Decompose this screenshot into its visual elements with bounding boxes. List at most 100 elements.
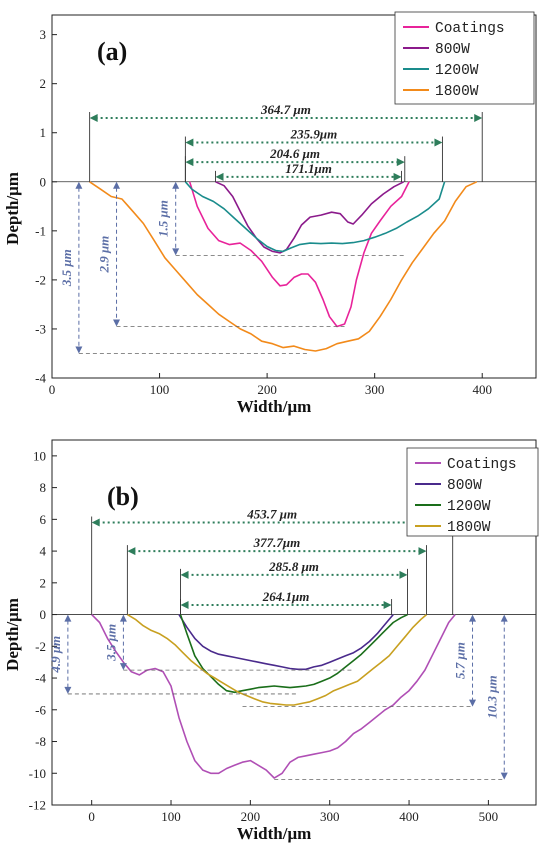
chart-0-width-arrowhead-right-2 <box>396 158 405 167</box>
chart-0-depth-arrowhead-top-0 <box>75 181 83 189</box>
chart-0-depth-arrowhead-bottom-2 <box>172 248 180 256</box>
chart-1-width-label-0: 453.7 μm <box>246 507 297 522</box>
chart-1-depth-label-1: 3.5 μm <box>103 624 118 662</box>
chart-0-y-axis-title: Depth/μm <box>3 172 22 245</box>
chart-1-depth-label-2: 5.7 μm <box>453 642 468 679</box>
chart-0-series-line-3 <box>89 181 478 352</box>
chart-1-width-arrowhead-left-1 <box>127 547 136 556</box>
chart-1-legend-label-2: 1200W <box>447 499 491 515</box>
chart-0-legend-label-2: 1200W <box>435 63 479 79</box>
chart-1-depth-arrowhead-top-2 <box>469 614 477 622</box>
chart-1-y-tick-label-10: 8 <box>40 480 47 495</box>
chart-1-y-tick-label-6: 0 <box>40 607 47 622</box>
chart-1-panel-label: (b) <box>107 482 139 511</box>
chart-0-panel: 0 100 200 300 400 -4 -3 -2 -1 0 1 2 3 Width/μm Depth/μ… <box>3 11 537 416</box>
chart-0-panel-label: (a) <box>97 37 127 66</box>
chart-1-y-tick-label-4: -4 <box>35 671 46 686</box>
chart-0-y-tick-label-2: -2 <box>35 272 46 287</box>
chart-1-depth-label-3: 10.3 μm <box>484 675 499 718</box>
chart-0-width-arrowhead-left-3 <box>215 172 224 181</box>
chart-0-width-arrowhead-right-1 <box>434 138 443 147</box>
chart-1-series-line-0 <box>91 614 456 779</box>
chart-0-width-arrowhead-right-0 <box>474 114 483 123</box>
chart-0-y-tick-label-4: 0 <box>40 174 47 189</box>
chart-1-series-line-3 <box>126 613 428 706</box>
chart-0-y-tick-label-7: 3 <box>40 27 47 42</box>
chart-0-depth-arrowhead-top-2 <box>172 181 180 189</box>
chart-1-x-tick-label-4: 400 <box>399 809 419 824</box>
chart-1-y-tick-label-5: -2 <box>35 639 46 654</box>
chart-1-depth-arrowhead-bottom-3 <box>500 772 508 780</box>
chart-0-width-arrowhead-left-0 <box>89 114 98 123</box>
chart-1-width-arrowhead-left-2 <box>180 570 189 579</box>
chart-1-series-line-1 <box>178 614 394 671</box>
chart-1-depth-arrowhead-top-0 <box>64 614 72 622</box>
chart-0-y-tick-label-3: -1 <box>35 223 46 238</box>
chart-0-width-label-1: 235.9μm <box>290 127 338 142</box>
chart-1-x-tick-label-1: 100 <box>161 809 181 824</box>
chart-1-x-axis-title: Width/μm <box>237 824 312 843</box>
chart-0-width-label-3: 171.1μm <box>285 161 332 176</box>
chart-1-width-label-1: 377.7μm <box>253 535 301 550</box>
chart-0-legend-label-0: Coatings <box>435 21 505 37</box>
chart-0-width-arrowhead-right-3 <box>393 172 402 181</box>
chart-0-depth-arrowhead-bottom-0 <box>75 346 83 354</box>
chart-1-plot-frame <box>51 439 537 806</box>
chart-0-y-tick-label-6: 2 <box>40 76 47 91</box>
chart-1-series-line-2 <box>179 613 408 694</box>
chart-1-panel: 0 100 200 300 400 500 -12 -10 -8 -6 -4 -2 0 2 4 6 8 10 Wid… <box>3 439 539 843</box>
chart-1-width-arrowhead-right-3 <box>383 601 392 610</box>
chart-1-y-tick-label-7: 2 <box>40 575 47 590</box>
chart-1-depth-label-0: 4.9 μm <box>48 636 63 674</box>
chart-0-plot-frame <box>51 14 537 379</box>
chart-1-legend-label-0: Coatings <box>447 457 517 473</box>
chart-1-depth-arrowhead-bottom-2 <box>469 699 477 707</box>
chart-1-width-arrowhead-right-1 <box>418 547 427 556</box>
chart-1-x-tick-label-5: 500 <box>479 809 499 824</box>
chart-0-legend-label-3: 1800W <box>435 84 479 100</box>
chart-0-series-line-2 <box>184 181 446 253</box>
chart-0-x-tick-label-2: 200 <box>257 382 277 397</box>
chart-1-x-tick-label-2: 200 <box>241 809 261 824</box>
chart-1-y-tick-label-0: -12 <box>29 798 46 813</box>
chart-0-width-label-2: 204.6 μm <box>269 146 320 161</box>
chart-1-depth-arrowhead-bottom-0 <box>64 686 72 694</box>
chart-0-x-axis-title: Width/μm <box>237 397 312 416</box>
chart-1-y-axis-title: Depth/μm <box>3 598 22 671</box>
chart-0-depth-arrowhead-bottom-1 <box>113 319 121 327</box>
chart-1-x-tick-label-3: 300 <box>320 809 340 824</box>
chart-0-legend-label-1: 800W <box>435 42 470 58</box>
chart-1-y-tick-label-9: 6 <box>40 512 47 527</box>
chart-1-y-tick-label-1: -10 <box>29 766 46 781</box>
chart-0-depth-label-1: 2.9 μm <box>97 236 112 274</box>
chart-1-x-tick-label-0: 0 <box>88 809 95 824</box>
chart-1-y-tick-label-3: -6 <box>35 702 46 717</box>
chart-0-depth-label-0: 3.5 μm <box>59 249 74 287</box>
chart-0-x-tick-label-4: 400 <box>472 382 492 397</box>
chart-1-width-arrowhead-left-3 <box>180 601 189 610</box>
chart-0-y-tick-label-5: 1 <box>40 125 47 140</box>
chart-0-depth-label-2: 1.5 μm <box>156 200 171 237</box>
chart-1-y-tick-label-8: 4 <box>40 544 47 559</box>
chart-0-y-tick-label-1: -3 <box>35 321 46 336</box>
chart-1-depth-arrowhead-bottom-1 <box>119 663 127 671</box>
chart-0-x-tick-label-0: 0 <box>49 382 56 397</box>
chart-0-width-arrowhead-left-2 <box>185 158 194 167</box>
chart-1-legend-label-3: 1800W <box>447 520 491 536</box>
chart-0-series-line-1 <box>215 181 405 254</box>
chart-0-x-tick-label-3: 300 <box>365 382 385 397</box>
chart-1-depth-arrowhead-top-1 <box>119 614 127 622</box>
chart-0-x-tick-label-1: 100 <box>150 382 170 397</box>
chart-1-width-arrowhead-left-0 <box>91 518 100 527</box>
chart-1-y-tick-label-11: 10 <box>33 448 46 463</box>
chart-0-width-arrowhead-left-1 <box>185 138 194 147</box>
chart-1-width-arrowhead-right-2 <box>399 570 408 579</box>
chart-1-width-label-3: 264.1μm <box>262 589 310 604</box>
chart-0-depth-arrowhead-top-1 <box>113 181 121 189</box>
chart-1-depth-arrowhead-top-3 <box>500 614 508 622</box>
chart-0-series-line-0 <box>188 181 410 328</box>
chart-1-y-tick-label-2: -8 <box>35 734 46 749</box>
chart-1-legend-label-1: 800W <box>447 478 482 494</box>
chart-0-y-tick-label-0: -4 <box>35 371 46 386</box>
